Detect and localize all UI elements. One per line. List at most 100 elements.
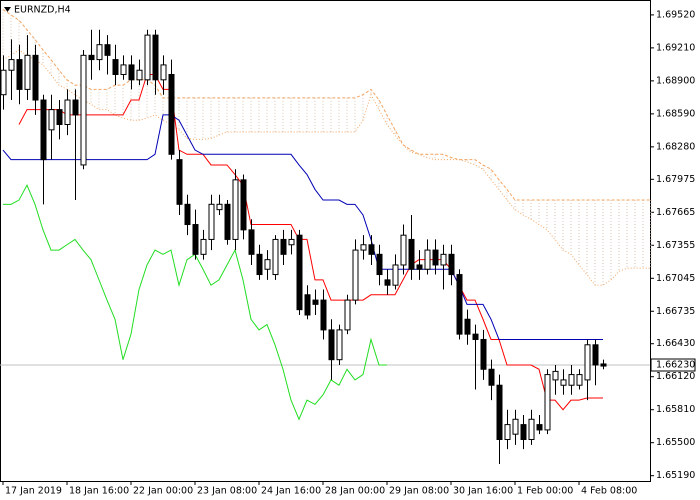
y-tick-label: 1.67045 <box>656 273 695 284</box>
candle-body <box>336 329 343 361</box>
candle-body <box>224 203 231 240</box>
candle-body <box>592 344 599 366</box>
candle-body <box>568 374 575 386</box>
candle-body <box>80 54 87 166</box>
candle-body <box>472 333 479 340</box>
bid-label: 1.66230 <box>656 360 695 371</box>
candle-body <box>64 99 71 126</box>
candle-body <box>72 99 79 116</box>
y-tick-label: 1.67355 <box>656 240 695 251</box>
candle-body <box>272 238 279 276</box>
candle-body <box>288 238 295 246</box>
x-tick-label: 30 Jan 16:00 <box>453 486 513 497</box>
y-tick-label: 1.68590 <box>656 108 695 119</box>
candle-body <box>440 253 447 266</box>
candle-body <box>448 253 455 276</box>
candle-body <box>192 224 199 255</box>
candle-body <box>344 299 351 331</box>
candle-body <box>352 249 359 301</box>
y-tick-label: 1.65810 <box>656 404 695 415</box>
candle-body <box>216 203 223 211</box>
candle-body <box>16 59 23 90</box>
candle-body <box>544 374 551 431</box>
candle-body <box>432 249 439 266</box>
candle-body <box>280 238 287 255</box>
candle-body <box>312 299 319 305</box>
candle-body <box>528 418 535 440</box>
candle-body <box>248 229 255 255</box>
candle-body <box>520 424 527 440</box>
candle-body <box>200 238 207 255</box>
candle-body <box>408 238 415 270</box>
symbol-icon <box>4 7 11 12</box>
y-tick-label: 1.68900 <box>656 75 695 86</box>
candle-body <box>304 294 311 316</box>
candle-body <box>136 69 143 81</box>
candle-body <box>392 264 399 286</box>
x-tick-label: 22 Jan 00:00 <box>133 486 193 497</box>
candle-body <box>512 418 519 435</box>
candle-body <box>184 203 191 226</box>
y-tick-label: 1.67665 <box>656 207 695 218</box>
candle-body <box>32 54 39 101</box>
candle-body <box>400 234 407 266</box>
candle-body <box>8 59 15 71</box>
chart-title: EURNZD,H4 <box>14 5 71 16</box>
candle-body <box>144 34 151 81</box>
y-tick-label: 1.66430 <box>656 338 695 349</box>
candle-body <box>232 179 239 240</box>
candle-body <box>264 259 271 270</box>
candle-body <box>296 234 303 311</box>
x-tick-label: 1 Feb 00:00 <box>517 486 573 497</box>
y-tick-label: 1.69520 <box>656 9 695 20</box>
candle-body <box>416 264 423 270</box>
y-tick-label: 1.68280 <box>656 141 695 152</box>
candle-body <box>152 34 159 81</box>
candle-body <box>584 344 591 381</box>
candle-body <box>128 64 135 81</box>
x-tick-label: 4 Feb 08:00 <box>581 486 637 497</box>
candle-body <box>360 244 367 251</box>
candle-body <box>552 370 559 381</box>
y-tick-label: 1.65500 <box>656 437 695 448</box>
y-tick-label: 1.67975 <box>656 174 695 185</box>
candle-body <box>504 424 511 440</box>
candle-body <box>480 338 487 370</box>
candle-body <box>96 44 103 61</box>
candle-body <box>256 253 263 276</box>
indicator-line <box>18 73 603 411</box>
candle-body <box>488 368 495 386</box>
y-tick-label: 1.65190 <box>656 470 695 481</box>
candle-body <box>464 318 471 335</box>
candle-body <box>376 253 383 276</box>
candle-body <box>456 274 463 335</box>
candle-body <box>576 374 583 386</box>
y-tick-label: 1.69210 <box>656 42 695 53</box>
candle-body <box>176 159 183 205</box>
span-a-line <box>2 9 651 201</box>
x-tick-label: 23 Jan 08:00 <box>197 486 257 497</box>
candle-body <box>424 249 431 270</box>
candle-body <box>496 384 503 440</box>
x-tick-label: 17 Jan 2019 <box>5 486 62 497</box>
candle-body <box>88 54 95 61</box>
candle-body <box>24 54 31 90</box>
candle-body <box>536 424 543 431</box>
candle-body <box>48 109 55 131</box>
x-tick-label: 28 Jan 00:00 <box>325 486 385 497</box>
candle-body <box>368 244 375 255</box>
x-tick-label: 18 Jan 16:00 <box>69 486 129 497</box>
candle-body <box>112 59 119 75</box>
bid-label-box <box>650 358 696 372</box>
candle-body <box>120 64 127 75</box>
candle-body <box>240 179 247 231</box>
x-tick-label: 24 Jan 16:00 <box>261 486 321 497</box>
candle-body <box>0 69 7 96</box>
candle-body <box>320 299 327 331</box>
span-b-line <box>2 49 651 286</box>
candle-body <box>384 279 391 286</box>
candle-body <box>160 64 167 81</box>
candle-body <box>560 379 567 386</box>
y-tick-label: 1.66120 <box>656 371 695 382</box>
